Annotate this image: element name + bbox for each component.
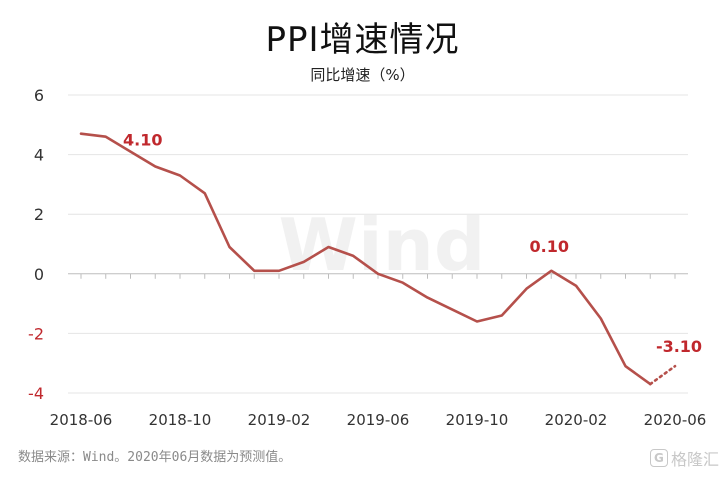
x-tick-label: 2018-06 <box>50 411 113 429</box>
y-tick-label: 2 <box>34 205 44 224</box>
forecast-segment <box>648 364 677 386</box>
x-tick-label: 2020-06 <box>644 411 707 429</box>
chart-title: PPI增速情况 <box>265 20 460 60</box>
y-tick-label: 4 <box>34 146 44 165</box>
brand-logo: G 格隆汇 <box>649 446 719 470</box>
y-tick-label: 0 <box>34 265 44 284</box>
x-axis: 2018-06 2018-10 2019-02 2019-06 2019-10 2020-… <box>50 273 707 429</box>
watermark-text: Wind <box>279 203 486 287</box>
x-tick-label: 2020-02 <box>545 411 608 429</box>
data-label: 0.10 <box>530 237 569 256</box>
y-tick-label: 6 <box>34 86 44 105</box>
brand-g-icon: G <box>649 449 668 467</box>
y-axis: -4 -2 0 2 4 6 <box>28 86 44 403</box>
x-tick-label: 2018-10 <box>149 411 212 429</box>
x-tick-label: 2019-10 <box>446 411 509 429</box>
data-source-note: 数据来源：Wind。2020年06月数据为预测值。 <box>18 450 292 465</box>
x-tick-label: 2019-02 <box>248 411 311 429</box>
data-label: 4.10 <box>123 131 162 150</box>
y-tick-label: -2 <box>28 324 44 343</box>
brand-name: 格隆汇 <box>670 450 719 469</box>
annotation-layer: 4.10 0.10 -3.10 <box>123 131 702 356</box>
series-line <box>79 132 652 386</box>
x-tick-label: 2019-06 <box>347 411 410 429</box>
chart-subtitle: 同比增速（%） <box>310 66 415 84</box>
series-layer <box>79 132 677 386</box>
gridlines <box>68 94 688 394</box>
data-label: -3.10 <box>656 337 702 356</box>
y-tick-label: -4 <box>28 384 44 403</box>
